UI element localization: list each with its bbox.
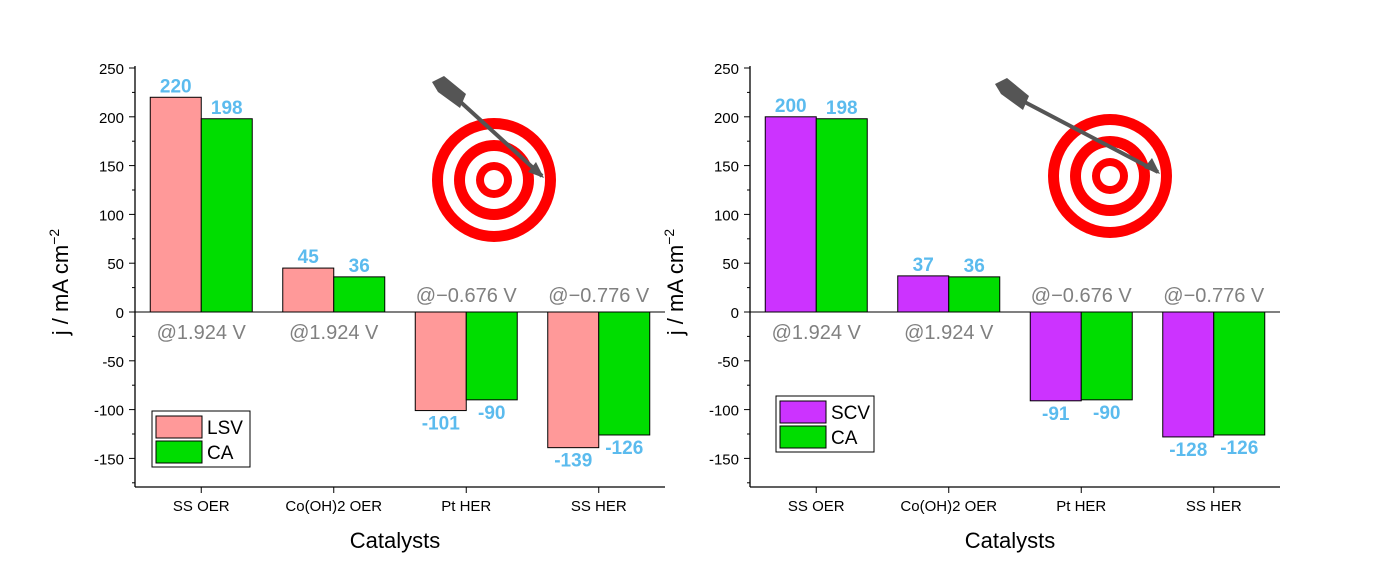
potential-label: @1.924 V <box>157 322 247 344</box>
legend-label: LSV <box>207 418 243 439</box>
bar-ca <box>200 118 253 313</box>
bar-lsv <box>414 311 467 412</box>
y-tick-label: 0 <box>116 305 124 322</box>
bar-value-label: -90 <box>1093 403 1120 424</box>
chart-panel-2: 250 200 150 100 50 0 -50 -100 -150 SS OER 200 198 @1… <box>661 61 1280 553</box>
x-tick-label: Pt HER <box>1056 498 1106 515</box>
potential-label: @−0.776 V <box>548 285 650 307</box>
bar-ca <box>465 311 518 401</box>
bar-value-label: 200 <box>775 96 807 117</box>
y-tick-label: 200 <box>714 110 739 127</box>
arrow-fletching <box>432 76 466 108</box>
y-axis-title-main: j / mA cm <box>663 245 688 336</box>
potential-label: @−0.676 V <box>1031 285 1133 307</box>
y-tick-label: 100 <box>99 207 124 224</box>
bar-value-label: 36 <box>964 256 985 277</box>
legend-swatch-scv <box>779 400 827 424</box>
x-axis-title: Catalysts <box>965 528 1055 553</box>
bar-value-label: -126 <box>1220 438 1258 459</box>
y-axis-title-main: j / mA cm <box>48 245 73 336</box>
bar-value-label: 220 <box>160 76 192 97</box>
legend-label: CA <box>207 443 234 464</box>
potential-label: @−0.776 V <box>1163 285 1265 307</box>
legend: LSV CA <box>151 410 251 468</box>
target-ring <box>484 170 504 190</box>
x-tick-label: SS OER <box>173 498 230 515</box>
legend-label: SCV <box>831 403 870 424</box>
y-tick-label: -50 <box>717 354 739 371</box>
y-tick-label: 250 <box>99 61 124 78</box>
arrow-hitting-target-icon <box>995 78 1172 238</box>
bar-value-label: -126 <box>605 438 643 459</box>
y-tick-label: -150 <box>709 451 739 468</box>
bar-value-label: -101 <box>422 414 460 435</box>
bar-value-label: -91 <box>1042 404 1070 425</box>
bar-value-label: -128 <box>1169 440 1207 461</box>
bar-value-label: 198 <box>826 98 858 119</box>
legend: SCV CA <box>775 395 875 453</box>
arrow-head <box>1144 158 1160 174</box>
y-axis-title-superscript: −2 <box>661 229 677 245</box>
potential-label: @−0.676 V <box>416 285 518 307</box>
bar-value-label: 198 <box>211 98 243 119</box>
bar-ca <box>333 276 386 313</box>
x-tick-label: Pt HER <box>441 498 491 515</box>
x-axis-title: Catalysts <box>350 528 440 553</box>
legend-swatch-ca <box>155 440 203 464</box>
bar-ca <box>815 118 868 313</box>
bar-scv <box>1029 311 1082 402</box>
y-axis-title-superscript: −2 <box>46 229 62 245</box>
y-axis-title: j / mA cm−2 <box>661 229 688 337</box>
bar-scv <box>897 275 950 313</box>
arrow-shaft <box>1016 96 1159 174</box>
y-axis-title: j / mA cm−2 <box>46 229 73 337</box>
bar-value-label: 37 <box>913 255 934 276</box>
potential-label: @1.924 V <box>289 322 379 344</box>
y-tick-label: -100 <box>709 403 739 420</box>
bar-lsv <box>149 96 202 313</box>
y-tick-label: -150 <box>94 451 124 468</box>
y-tick-label: 50 <box>722 256 739 273</box>
x-tick-label: Co(OH)2 OER <box>285 498 382 515</box>
y-tick-label: -50 <box>102 354 124 371</box>
bar-ca <box>598 311 651 436</box>
potential-label: @1.924 V <box>772 322 862 344</box>
bar-value-label: -139 <box>554 451 592 472</box>
bar-value-label: 45 <box>298 247 320 268</box>
x-tick-label: SS HER <box>1186 498 1242 515</box>
x-tick-label: Co(OH)2 OER <box>900 498 997 515</box>
arrow-fletching <box>995 78 1029 110</box>
legend-label: CA <box>831 428 858 449</box>
chart-panel-1: 250 200 150 100 50 0 -50 -100 -150 SS OER 220 198 @1… <box>46 61 665 553</box>
bar-scv <box>764 116 817 313</box>
y-tick-label: 150 <box>99 159 124 176</box>
y-tick-label: -100 <box>94 403 124 420</box>
y-tick-label: 100 <box>714 207 739 224</box>
arrow-head <box>528 162 544 178</box>
bar-value-label: -90 <box>478 403 505 424</box>
bar-scv <box>1162 311 1215 438</box>
potential-label: @1.924 V <box>904 322 994 344</box>
arrow-hitting-target-icon <box>432 76 556 242</box>
y-tick-label: 250 <box>714 61 739 78</box>
target-ring <box>1100 166 1120 186</box>
y-tick-label: 0 <box>731 305 739 322</box>
bar-lsv <box>282 267 335 313</box>
y-tick-label: 150 <box>714 159 739 176</box>
legend-swatch-ca <box>779 425 827 449</box>
y-tick-label: 50 <box>107 256 124 273</box>
bar-ca <box>1080 311 1133 401</box>
y-tick-label: 200 <box>99 110 124 127</box>
bar-ca <box>948 276 1001 313</box>
arrow-shaft <box>452 94 544 178</box>
bar-ca <box>1213 311 1266 436</box>
bar-lsv <box>547 311 600 449</box>
legend-swatch-lsv <box>155 415 203 439</box>
x-tick-label: SS OER <box>788 498 845 515</box>
x-tick-label: SS HER <box>571 498 627 515</box>
bar-value-label: 36 <box>349 256 370 277</box>
